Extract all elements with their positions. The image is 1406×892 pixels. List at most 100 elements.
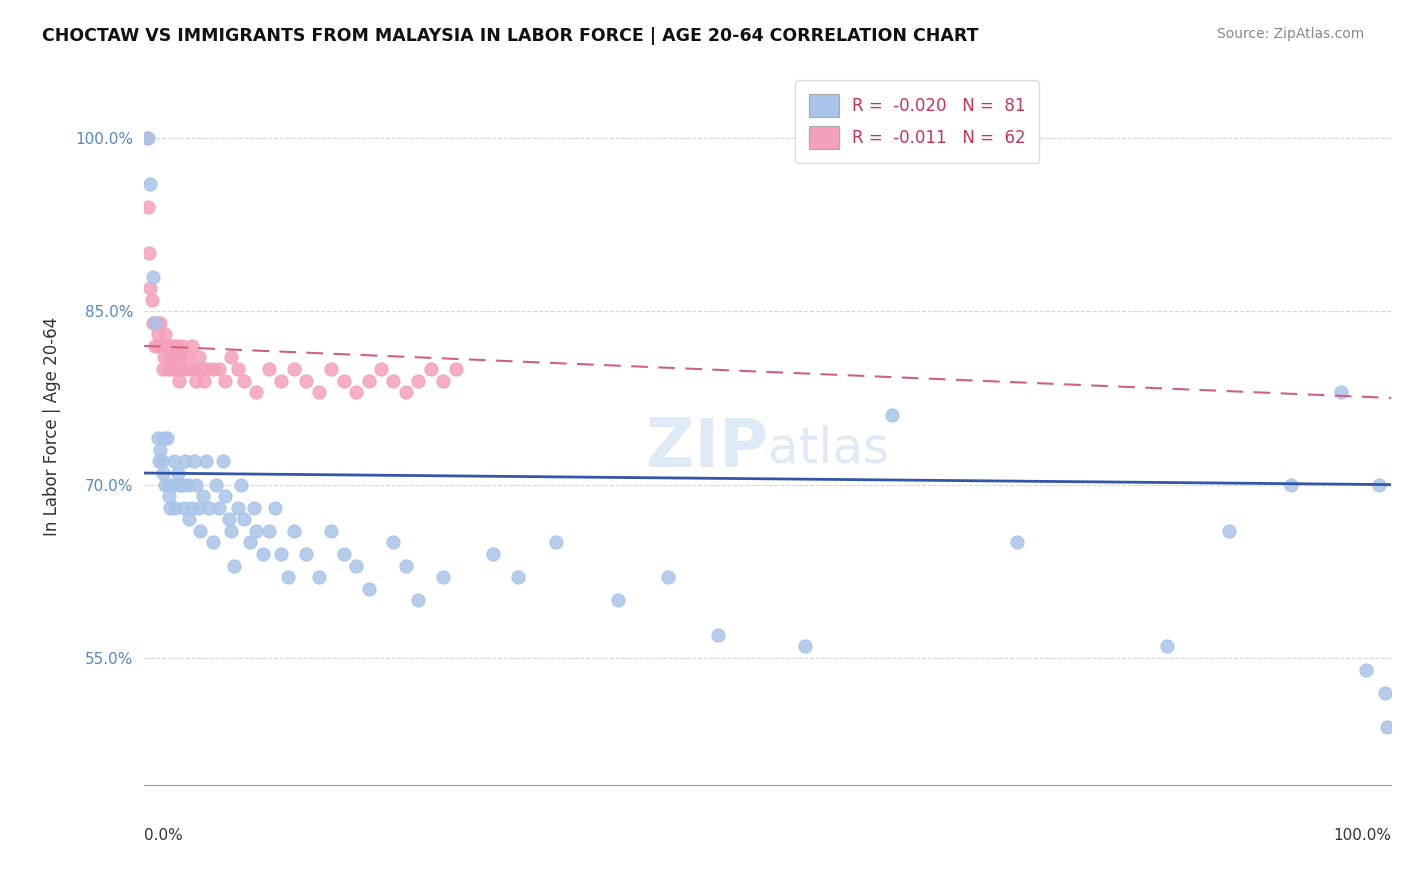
Text: 100.0%: 100.0% (1333, 828, 1391, 843)
Point (138, 246, 160, 260)
Point (141, 293, 163, 307)
Point (794, 640, 817, 654)
Point (283, 362, 305, 376)
Point (159, 500, 181, 515)
Point (1367, 477, 1389, 491)
Point (370, 362, 392, 376)
Point (156, 362, 179, 376)
Point (173, 362, 195, 376)
Point (321, 524, 343, 538)
Point (232, 512, 254, 526)
Point (308, 385, 330, 400)
Point (136, 200, 159, 214)
Point (276, 570, 298, 584)
Point (166, 362, 188, 376)
Point (165, 500, 187, 515)
Point (382, 535, 405, 549)
Point (257, 362, 280, 376)
Point (221, 524, 243, 538)
Point (186, 477, 208, 491)
Point (195, 454, 218, 468)
Point (139, 281, 162, 295)
Text: ZIP: ZIP (645, 416, 768, 482)
Point (218, 512, 240, 526)
Point (163, 351, 186, 365)
Point (332, 374, 354, 388)
Point (146, 431, 169, 445)
Point (245, 524, 267, 538)
Point (177, 512, 200, 526)
Point (152, 466, 174, 480)
Point (195, 362, 218, 376)
Point (1376, 720, 1399, 734)
Point (706, 628, 728, 642)
Point (150, 339, 173, 353)
Point (166, 339, 188, 353)
Point (357, 374, 380, 388)
Point (176, 351, 198, 365)
Point (444, 362, 467, 376)
Point (419, 362, 441, 376)
Text: Source: ZipAtlas.com: Source: ZipAtlas.com (1216, 27, 1364, 41)
Point (201, 362, 224, 376)
Point (321, 362, 343, 376)
Point (231, 477, 253, 491)
Point (180, 339, 202, 353)
Point (1374, 686, 1396, 700)
Point (606, 593, 628, 607)
Point (157, 339, 180, 353)
Point (208, 362, 231, 376)
Point (344, 385, 367, 400)
Point (143, 339, 166, 353)
Point (183, 454, 205, 468)
Point (408, 374, 430, 388)
Point (1355, 663, 1378, 677)
Point (149, 316, 172, 330)
Point (1279, 477, 1302, 491)
Point (432, 374, 454, 388)
Point (177, 477, 200, 491)
Point (135, 131, 157, 145)
Point (155, 327, 177, 342)
Y-axis label: In Labor Force | Age 20-64: In Labor Force | Age 20-64 (44, 318, 60, 536)
Point (245, 385, 267, 400)
Point (150, 454, 173, 468)
Point (382, 374, 405, 388)
Point (146, 327, 169, 342)
Point (142, 269, 165, 284)
Point (214, 489, 236, 503)
Point (167, 477, 190, 491)
Point (432, 570, 454, 584)
Point (177, 362, 200, 376)
Point (332, 547, 354, 561)
Point (139, 177, 162, 191)
Point (153, 351, 176, 365)
Point (188, 500, 211, 515)
Point (657, 570, 679, 584)
Point (155, 339, 177, 353)
Point (226, 362, 249, 376)
Point (190, 362, 212, 376)
Point (295, 374, 318, 388)
Point (191, 489, 214, 503)
Point (163, 454, 186, 468)
Point (152, 362, 174, 376)
Text: 0.0%: 0.0% (145, 828, 183, 843)
Point (160, 477, 183, 491)
Point (143, 316, 166, 330)
Point (252, 547, 274, 561)
Point (270, 374, 292, 388)
Point (186, 374, 208, 388)
Point (170, 477, 193, 491)
Point (174, 454, 197, 468)
Point (159, 351, 181, 365)
Point (211, 454, 233, 468)
Point (166, 466, 188, 480)
Point (142, 316, 165, 330)
Point (295, 547, 318, 561)
Point (221, 351, 243, 365)
Point (167, 374, 190, 388)
Point (508, 570, 530, 584)
Point (214, 374, 236, 388)
Point (264, 500, 287, 515)
